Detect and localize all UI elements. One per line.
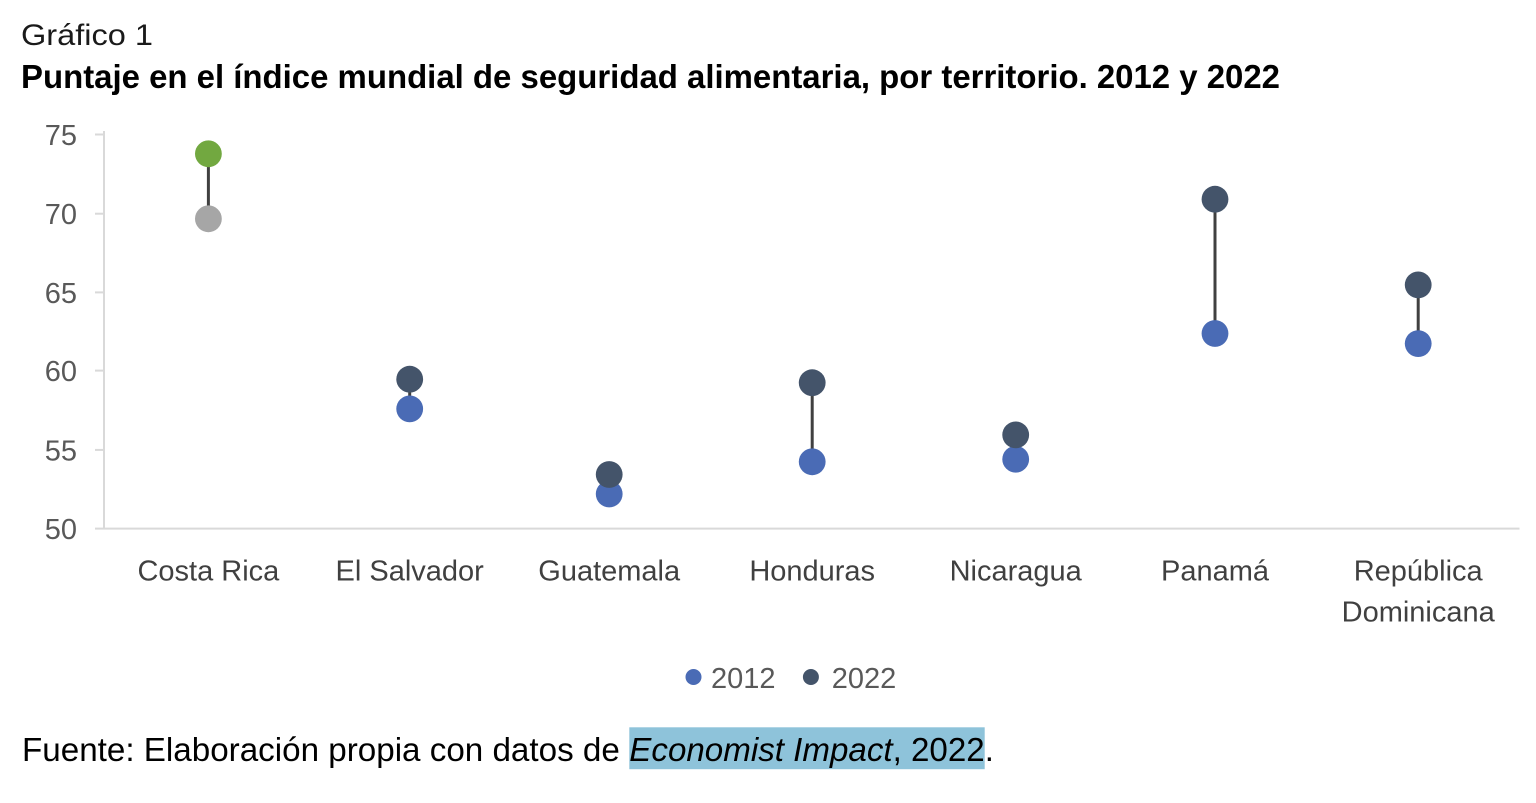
svg-text:Economist Impact, 2022: Economist Impact, 2022 [629,731,984,768]
svg-text:Dominicana: Dominicana [1342,597,1496,629]
svg-text:Puntaje en el índice mundial d: Puntaje en el índice mundial de segurida… [21,58,1280,95]
svg-text:Costa Rica: Costa Rica [137,556,280,588]
svg-text:Nicaragua: Nicaragua [950,556,1083,588]
svg-text:65: 65 [45,278,77,310]
svg-text:2012: 2012 [711,663,776,695]
svg-text:El Salvador: El Salvador [336,556,485,588]
svg-text:55: 55 [45,435,77,467]
svg-text:70: 70 [45,199,77,231]
svg-text:60: 60 [45,356,77,388]
svg-text:Panamá: Panamá [1161,556,1270,588]
svg-text:República: República [1354,556,1484,588]
svg-text:Gráfico 1: Gráfico 1 [21,19,153,52]
svg-text:Guatemala: Guatemala [538,556,681,588]
svg-text:Fuente: Elaboración propia con: Fuente: Elaboración propia con datos de [22,731,620,768]
svg-text:2022: 2022 [832,663,897,695]
svg-text:50: 50 [45,514,77,546]
svg-text:.: . [985,731,994,768]
svg-text:Honduras: Honduras [749,556,875,588]
svg-text:75: 75 [45,120,77,152]
